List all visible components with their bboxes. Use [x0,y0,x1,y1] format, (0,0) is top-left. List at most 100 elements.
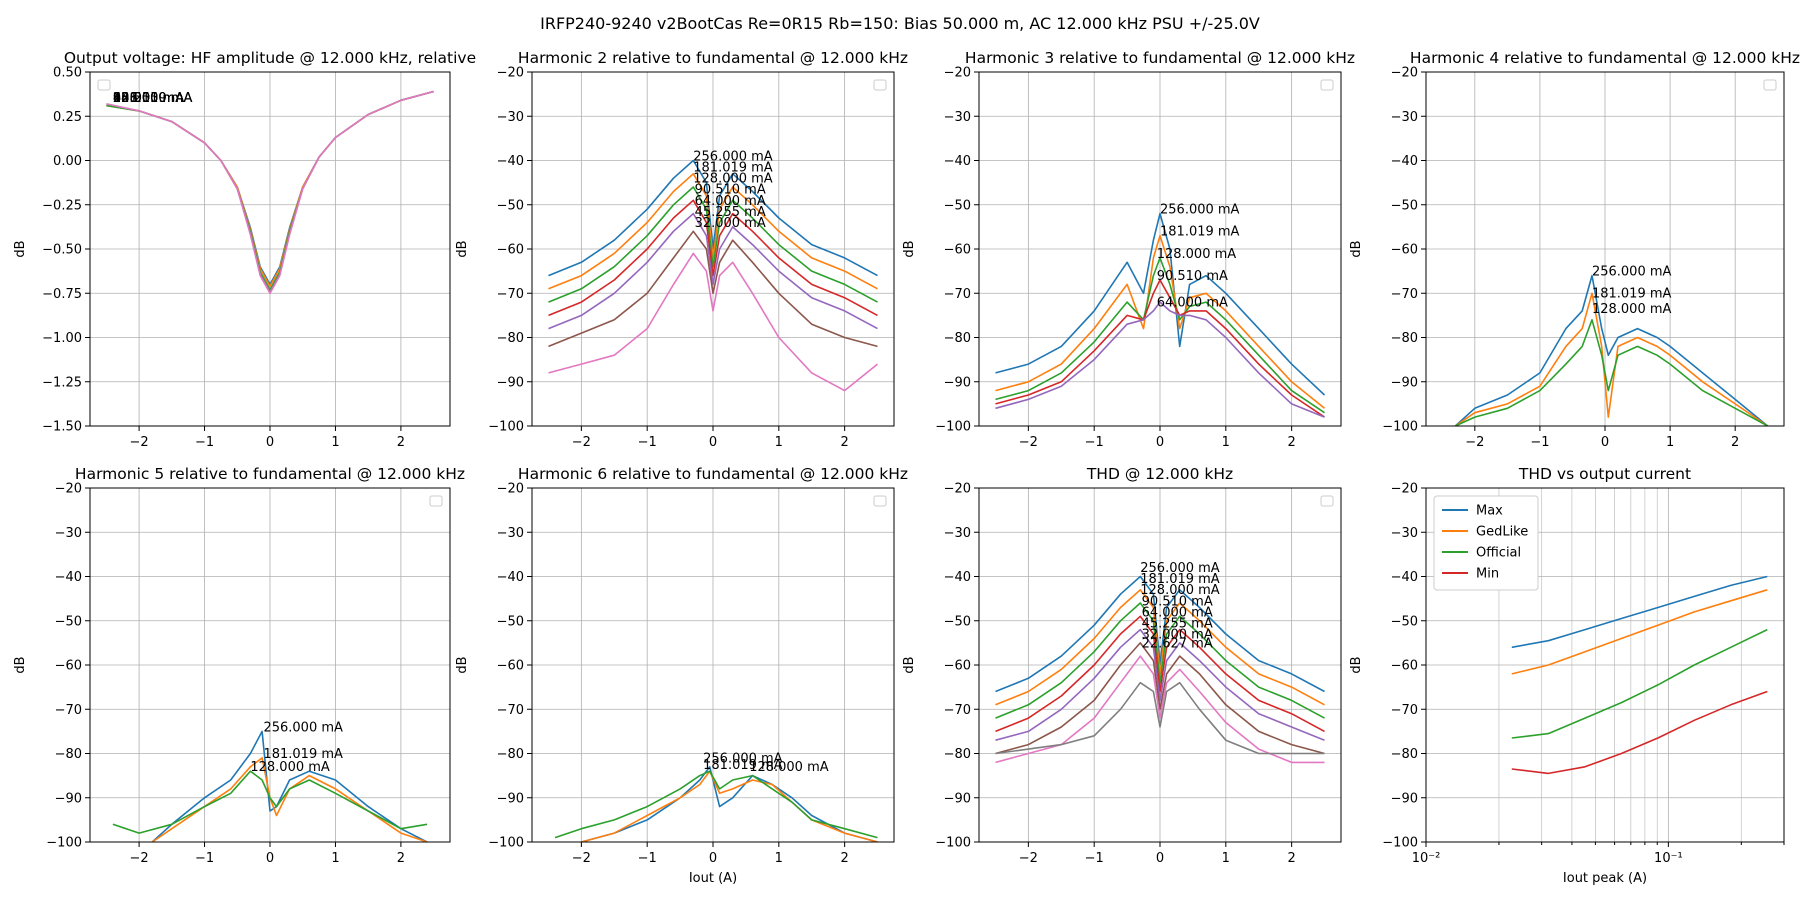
series-line-4 [995,279,1325,418]
y-tick-label: −40 [944,154,971,169]
y-tick-label: −40 [1391,570,1418,585]
y-tick-label: −100 [488,836,524,851]
x-tick-label: 0 [709,851,717,866]
empty-legend-box [1320,495,1334,507]
series-line-5 [106,90,434,295]
x-tick-label: 1 [775,851,783,866]
series-group [554,766,878,842]
x-tick-label: 2 [1287,435,1295,450]
x-tick-label: −1 [195,435,214,450]
y-tick-label: −80 [55,747,82,762]
y-tick-label: −70 [55,703,82,718]
y-tick-label: −20 [55,482,82,497]
series-line-3 [1511,628,1768,739]
y-tick-label: −1.25 [42,375,82,390]
series-line-2 [548,173,878,290]
y-tick-label: −30 [55,526,82,541]
x-tick-label: 1 [331,435,339,450]
y-tick-label: −90 [944,375,971,390]
y-tick-label: −20 [497,66,524,81]
series-group [1454,274,1769,426]
y-axis-label: dB [13,656,28,673]
annotation-label: 256.000 mA [263,720,343,735]
annotation-label: 45.255 mA [113,91,184,106]
empty-legend-box [1320,79,1334,91]
series-line-3 [1454,319,1769,426]
y-tick-label: −70 [497,703,524,718]
x-tick-label: −1 [638,435,657,450]
series-line-2 [995,234,1326,409]
y-tick-label: −60 [944,243,971,258]
x-tick-label: 2 [1287,851,1295,866]
x-tick-label: −2 [1465,435,1484,450]
annotation-label: 181.019 mA [1592,287,1672,302]
series-line-4 [548,199,878,317]
y-tick-label: −100 [1382,420,1418,435]
subplot-title: Output voltage: HF amplitude @ 12.000 kH… [64,49,476,67]
empty-legend-box [873,79,887,91]
y-tick-label: −70 [497,287,524,302]
y-tick-label: −50 [1391,198,1418,213]
x-tick-label: −2 [572,435,591,450]
y-tick-label: −1.00 [42,331,82,346]
x-tick-label: 0 [1156,851,1164,866]
y-tick-label: 0.00 [53,154,82,169]
series-line-1 [1511,575,1768,649]
y-tick-label: −50 [1391,614,1418,629]
x-tick-label: −1 [195,851,214,866]
x-tick-label: 10⁻² [1412,851,1441,866]
annotation-label: 90.510 mA [1142,594,1213,609]
series-line-3 [995,602,1325,719]
series-line-1 [995,575,1325,693]
y-tick-label: −70 [944,703,971,718]
annotation-label: 181.019 mA [1160,225,1240,240]
x-tick-label: 1 [331,851,339,866]
series-line-2 [1454,292,1769,426]
y-tick-label: −30 [497,526,524,541]
y-tick-label: −40 [1391,154,1418,169]
legend-label: Official [1476,546,1521,561]
annotation-label: 128.000 mA [693,172,773,187]
y-tick-label: −50 [497,198,524,213]
annotation-label: 64.000 mA [113,91,184,106]
series-line-5 [548,212,878,330]
y-tick-label: −60 [1391,659,1418,674]
annotation-label: 64.000 mA [1142,605,1213,620]
y-tick-label: −80 [944,747,971,762]
subplot-title: Harmonic 4 relative to fundamental @ 12.… [1410,49,1800,67]
annotation-label: 181.019 mA [693,161,773,176]
series-line-1 [581,766,878,842]
subplot-title: Harmonic 3 relative to fundamental @ 12.… [965,49,1355,67]
y-tick-label: −90 [1391,375,1418,390]
y-tick-label: −20 [944,66,971,81]
y-axis-label: dB [902,656,917,673]
legend-label: GedLike [1476,525,1528,540]
annotation-label: 181.019 mA [263,747,343,762]
annotation-label: 128.000 mA [250,760,330,775]
y-tick-label: −60 [497,659,524,674]
y-tick-label: −30 [1391,110,1418,125]
annotation-label: 32.000 mA [1142,627,1213,642]
empty-legend-box [97,79,111,91]
empty-legend-box [1763,79,1777,91]
y-tick-label: −90 [497,375,524,390]
x-tick-label: 0 [266,435,274,450]
subplot-title: THD @ 12.000 kHz [1086,465,1233,483]
y-tick-label: −100 [935,420,971,435]
y-tick-label: −20 [944,482,971,497]
y-axis-label: dB [1349,240,1364,257]
series-line-4 [995,615,1325,733]
annotation-label: 181.019 mA [113,91,193,106]
x-tick-label: −2 [130,435,149,450]
series-group [1511,575,1768,775]
annotation-label: 45.255 mA [695,205,766,220]
series-line-2 [995,589,1325,706]
y-tick-label: −70 [1391,703,1418,718]
y-tick-label: −100 [1382,836,1418,851]
x-tick-label: 2 [397,435,405,450]
annotation-label: 181.019 mA [703,758,783,773]
x-tick-label: −2 [572,851,591,866]
y-tick-label: −40 [944,570,971,585]
